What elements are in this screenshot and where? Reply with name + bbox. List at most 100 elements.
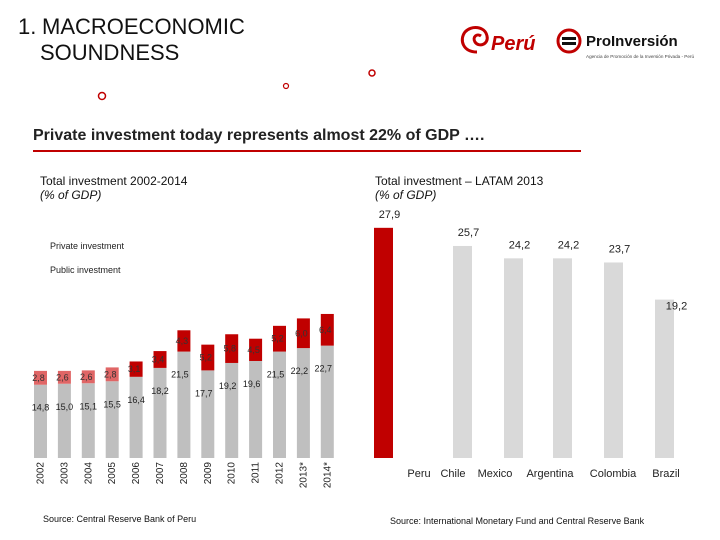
year-tick-label: 2011 — [251, 462, 262, 484]
private-bar-2010 — [225, 362, 239, 458]
private-value-label: 16,4 — [127, 395, 145, 405]
private-bar-2014* — [320, 345, 334, 458]
decorative-dots — [97, 69, 376, 101]
private-bar-2002 — [34, 384, 47, 458]
latam-value-label: 23,7 — [609, 243, 630, 255]
latam-bar-colombia — [604, 262, 623, 458]
proinversion-logo: ProInversión Agencia de Promoción de la … — [556, 28, 706, 73]
public-bar-2007 — [153, 351, 167, 368]
public-value-label: 4,3 — [176, 336, 189, 346]
public-bar-2004 — [81, 370, 95, 384]
latam-investment-2013-chart: 27,9 25,7 24,2 24,2 23,7 19,2 Peru Chile Mexico A… — [374, 209, 687, 480]
year-tick-label: 2008 — [179, 462, 190, 485]
left-chart-unit: (% of GDP) — [40, 188, 102, 202]
public-value-label: 6,4 — [319, 325, 332, 335]
right-chart-unit: (% of GDP) — [375, 188, 437, 202]
public-bar-2009 — [201, 344, 215, 371]
proinversion-logo-mark: ProInversión Agencia de Promoción de la … — [556, 28, 694, 59]
investment-2002-2014-chart: 14,8 2,8 2002 15,0 2,6 2003 15,1 2,6 2004 15,5 2,8… — [32, 241, 334, 488]
year-tick-label: 2006 — [131, 462, 142, 485]
public-value-label: 6,0 — [295, 328, 308, 338]
left-chart-source: Source: Central Reserve Bank of Peru — [43, 514, 197, 524]
year-tick-label: 2005 — [107, 462, 118, 485]
country-tick-label: Chile — [440, 468, 465, 480]
latam-bar-argentina — [553, 258, 572, 458]
private-bar-2012 — [273, 351, 286, 458]
year-tick-label: 2002 — [36, 462, 47, 485]
latam-bar-brazil — [655, 299, 674, 458]
public-value-label: 2,8 — [104, 369, 117, 379]
private-value-label: 18,2 — [151, 386, 169, 396]
latam-bar-peru — [374, 227, 393, 458]
latam-bar-mexico — [504, 258, 523, 458]
private-bar-2009 — [201, 370, 215, 458]
year-tick-label: 2013* — [298, 462, 309, 488]
public-value-label: 2,6 — [56, 372, 69, 382]
slide-subtitle: Private investment today represents almo… — [33, 127, 485, 144]
right-chart-source: Source: International Monetary Fund and … — [390, 516, 645, 526]
private-value-label: 19,2 — [219, 381, 237, 391]
legend-private-investment: Private investment — [50, 241, 125, 251]
public-value-label: 5,8 — [223, 344, 236, 354]
public-bar-2003 — [57, 370, 71, 384]
public-bar-2013* — [296, 318, 310, 349]
latam-value-label: 24,2 — [558, 239, 579, 251]
private-value-label: 15,1 — [80, 401, 98, 411]
public-bar-2006 — [129, 361, 143, 377]
public-bar-2011 — [249, 338, 263, 361]
legend-public-investment: Public investment — [50, 265, 121, 275]
private-value-label: 22,2 — [291, 366, 309, 376]
latam-value-label: 24,2 — [509, 239, 530, 251]
peru-logo-mark: Perú — [460, 26, 535, 55]
public-value-label: 5,2 — [200, 353, 213, 363]
private-value-label: 19,6 — [243, 379, 261, 389]
latam-value-label: 25,7 — [458, 227, 479, 239]
public-bar-2012 — [273, 325, 286, 352]
left-chart-title: Total investment 2002-2014 — [40, 174, 188, 188]
private-bar-2008 — [177, 351, 191, 458]
year-tick-label: 2003 — [59, 462, 70, 485]
year-tick-label: 2012 — [275, 462, 286, 485]
year-tick-label: 2014* — [322, 462, 333, 488]
country-tick-label: Brazil — [652, 468, 680, 480]
public-value-label: 2,6 — [80, 372, 93, 382]
private-value-label: 22,7 — [315, 364, 333, 374]
slide-title: 1. MACROECONOMIC SOUNDNESS — [18, 14, 245, 66]
country-tick-label: Peru — [407, 468, 430, 480]
title-line1: MACROECONOMIC — [42, 14, 245, 39]
public-value-label: 4,5 — [247, 345, 260, 355]
right-chart-title: Total investment – LATAM 2013 — [375, 174, 544, 188]
public-bar-2005 — [105, 367, 119, 382]
public-value-label: 5,2 — [271, 334, 284, 344]
year-tick-label: 2007 — [155, 462, 166, 485]
country-tick-label: Argentina — [526, 468, 574, 480]
latam-bar-chile — [453, 245, 472, 458]
public-bar-2010 — [225, 334, 239, 363]
public-bar-2008 — [177, 330, 191, 352]
private-bar-2011 — [249, 360, 263, 458]
private-bar-2004 — [81, 383, 95, 458]
peru-logo-text: Perú — [491, 33, 535, 55]
year-tick-label: 2004 — [83, 462, 94, 485]
public-value-label: 3,1 — [128, 364, 141, 374]
public-bar-2002 — [34, 370, 47, 385]
private-value-label: 17,7 — [195, 388, 213, 398]
year-tick-label: 2009 — [203, 462, 214, 485]
country-tick-label: Mexico — [478, 468, 513, 480]
private-value-label: 15,5 — [103, 399, 121, 409]
proinversion-tagline: Agencia de Promoción de la Inversión Pri… — [586, 54, 694, 59]
private-value-label: 21,5 — [267, 370, 285, 380]
public-value-label: 3,4 — [152, 354, 165, 364]
left-chart-title-block: Total investment 2002-2014 (% of GDP) — [40, 174, 187, 202]
country-tick-label: Colombia — [590, 468, 637, 480]
private-bar-2013* — [296, 348, 310, 458]
private-value-label: 15,0 — [56, 402, 74, 412]
title-line2: SOUNDNESS — [40, 40, 180, 65]
year-tick-label: 2010 — [227, 462, 238, 485]
public-value-label: 2,8 — [32, 373, 45, 383]
right-chart-title-block: Total investment – LATAM 2013 (% of GDP) — [375, 174, 543, 202]
private-bar-2003 — [57, 383, 71, 458]
title-number: 1. — [18, 14, 37, 39]
private-bar-2005 — [105, 381, 119, 458]
private-value-label: 14,8 — [32, 403, 50, 413]
